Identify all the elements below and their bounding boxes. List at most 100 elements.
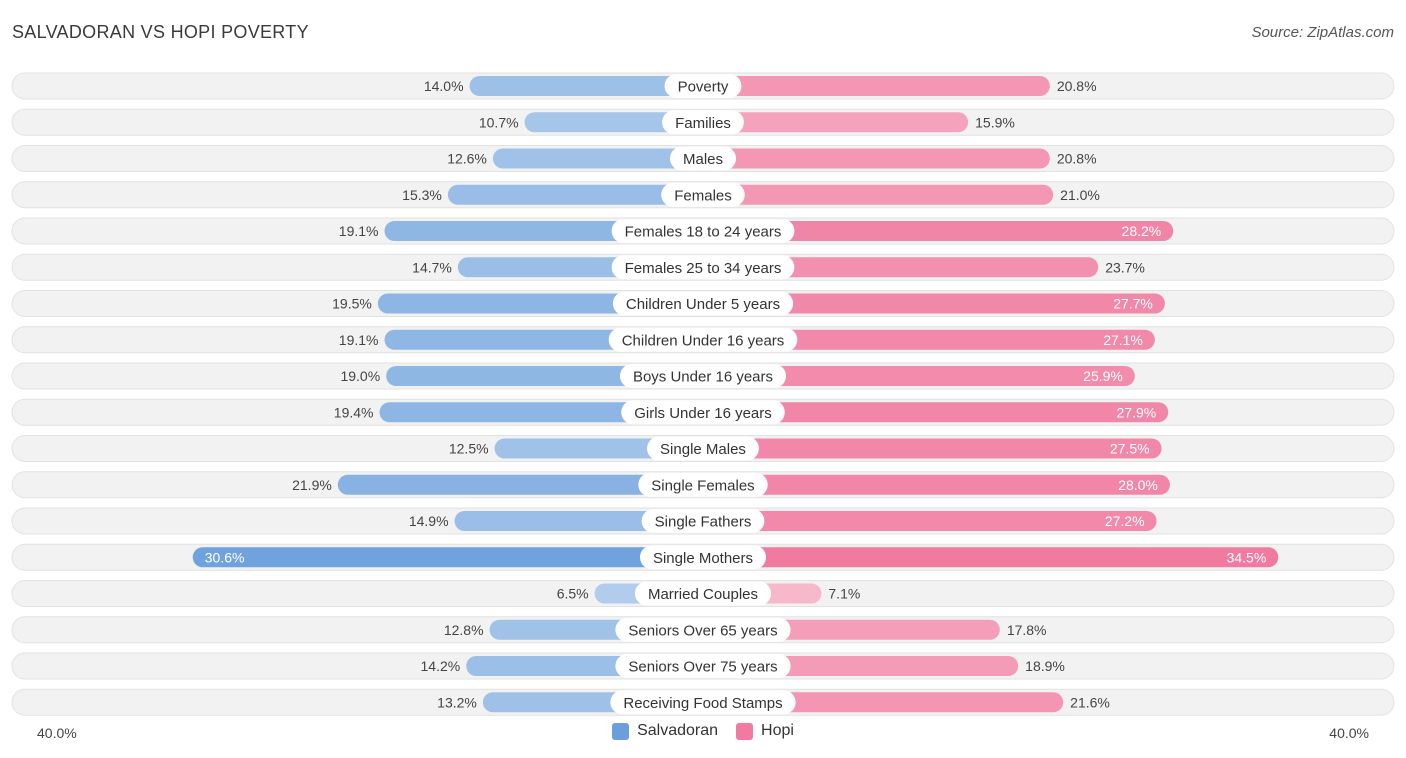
row-females: 15.3% 21.0% Females: [11, 181, 1395, 209]
value-label-hopi: 28.2%: [1122, 223, 1162, 239]
value-label-salvadoran: 12.8%: [444, 622, 484, 638]
legend-label-salvadoran: Salvadoran: [637, 722, 719, 739]
category-label: Married Couples: [648, 586, 758, 603]
value-label-salvadoran: 19.0%: [340, 368, 380, 384]
category-label: Females 18 to 24 years: [625, 224, 782, 241]
category-label-background: [621, 400, 785, 425]
value-label-salvadoran: 10.7%: [479, 114, 519, 130]
category-label-background: [669, 146, 737, 171]
legend-item-hopi: Hopi: [736, 722, 794, 740]
value-label-salvadoran: 19.4%: [334, 404, 374, 420]
category-label-background: [615, 654, 791, 678]
row-married-couples: 6.5% 7.1% Married Couples: [11, 580, 1395, 607]
category-label-background: [612, 291, 794, 316]
value-label-salvadoran: 19.5%: [332, 296, 372, 312]
bar-hopi: [703, 366, 1135, 386]
bar-salvadoran: [379, 402, 703, 423]
value-label-hopi: 17.8%: [1007, 622, 1047, 638]
category-label-background: [638, 472, 768, 497]
value-label-hopi: 27.5%: [1110, 441, 1150, 457]
value-label-salvadoran: 21.9%: [292, 477, 332, 493]
axis-right-label: 40.0%: [1329, 725, 1369, 741]
category-label: Females: [674, 187, 732, 204]
legend-label-hopi: Hopi: [761, 722, 794, 739]
chart-title: SALVADORAN VS HOPI POVERTY: [12, 22, 309, 42]
value-label-salvadoran: 14.0%: [424, 78, 464, 94]
category-label-background: [661, 182, 745, 207]
category-label-background: [634, 581, 772, 606]
row-males: 12.6% 20.8% Males: [11, 145, 1395, 172]
category-label-background: [608, 327, 798, 352]
category-label: Girls Under 16 years: [634, 405, 772, 422]
row-children-under-16-years: 19.1% 27.1% Children Under 16 years: [11, 326, 1395, 354]
value-label-salvadoran: 12.5%: [449, 441, 489, 457]
value-label-salvadoran: 30.6%: [205, 549, 245, 565]
row-single-mothers: 30.6% 34.5% Single Mothers: [11, 543, 1395, 571]
bar-salvadoran: [492, 148, 703, 169]
category-label: Single Females: [651, 477, 754, 494]
row-single-males: 12.5% 27.5% Single Males: [11, 435, 1395, 462]
value-label-salvadoran: 14.7%: [412, 259, 452, 275]
value-label-salvadoran: 13.2%: [437, 694, 477, 710]
bar-salvadoran: [524, 112, 703, 133]
bar-hopi: [703, 221, 1174, 241]
value-label-hopi: 7.1%: [828, 586, 860, 602]
bar-salvadoran: [337, 474, 703, 495]
value-label-hopi: 27.1%: [1103, 332, 1143, 348]
category-label: Children Under 16 years: [622, 332, 785, 349]
category-label: Single Males: [660, 441, 746, 458]
value-label-hopi: 28.0%: [1118, 477, 1158, 493]
category-label: Single Fathers: [655, 514, 752, 531]
bar-hopi: [703, 329, 1155, 350]
category-label-background: [664, 74, 742, 98]
value-label-hopi: 20.8%: [1057, 151, 1097, 167]
category-label-background: [662, 110, 744, 135]
value-label-salvadoran: 12.6%: [447, 151, 487, 167]
bar-hopi: [703, 438, 1162, 459]
category-label-background: [611, 255, 795, 280]
category-label: Children Under 5 years: [626, 296, 780, 313]
row-children-under-5-years: 19.5% 27.7% Children Under 5 years: [11, 290, 1395, 317]
category-label-background: [619, 364, 787, 388]
category-label: Receiving Food Stamps: [623, 695, 782, 712]
value-label-hopi: 20.8%: [1057, 78, 1097, 94]
value-label-hopi: 18.9%: [1025, 658, 1065, 674]
axis-left-label: 40.0%: [37, 725, 77, 741]
row-girls-under-16-years: 19.4% 27.9% Girls Under 16 years: [11, 398, 1395, 426]
value-label-hopi: 21.6%: [1070, 694, 1110, 710]
row-boys-under-16-years: 19.0% 25.9% Boys Under 16 years: [11, 362, 1395, 390]
bar-salvadoran: [192, 547, 703, 568]
category-label: Single Mothers: [653, 550, 753, 567]
bar-hopi: [703, 112, 969, 133]
row-poverty: 14.0% 20.8% Poverty: [11, 72, 1395, 100]
category-label-background: [611, 219, 795, 243]
bar-salvadoran: [447, 184, 703, 205]
bar-hopi: [703, 76, 1050, 96]
row-receiving-food-stamps: 13.2% 21.6% Receiving Food Stamps: [11, 688, 1395, 716]
category-label: Families: [675, 115, 731, 132]
value-label-salvadoran: 15.3%: [402, 187, 442, 203]
value-label-hopi: 27.9%: [1117, 404, 1157, 420]
legend-swatch-salvadoran: [612, 722, 630, 740]
category-label: Seniors Over 75 years: [628, 659, 777, 676]
category-label: Males: [683, 151, 723, 168]
row-families: 10.7% 15.9% Families: [11, 108, 1395, 136]
value-label-salvadoran: 14.9%: [409, 513, 449, 529]
bar-hopi: [703, 474, 1170, 495]
row-seniors-over-65-years: 12.8% 17.8% Seniors Over 65 years: [11, 616, 1395, 644]
value-label-hopi: 25.9%: [1083, 368, 1123, 384]
value-label-salvadoran: 19.1%: [339, 332, 379, 348]
value-label-hopi: 23.7%: [1105, 259, 1145, 275]
row-females-25-to-34-years: 14.7% 23.7% Females 25 to 34 years: [11, 253, 1395, 281]
value-label-hopi: 34.5%: [1227, 549, 1267, 565]
category-label-background: [610, 690, 796, 715]
category-label: Boys Under 16 years: [633, 369, 773, 386]
legend: Salvadoran Hopi: [0, 722, 1406, 740]
category-label: Poverty: [678, 79, 729, 96]
value-label-salvadoran: 6.5%: [557, 586, 589, 602]
bar-hopi: [703, 293, 1165, 314]
category-label: Seniors Over 65 years: [628, 622, 777, 639]
value-label-hopi: 21.0%: [1060, 187, 1100, 203]
bar-hopi: [703, 148, 1050, 169]
